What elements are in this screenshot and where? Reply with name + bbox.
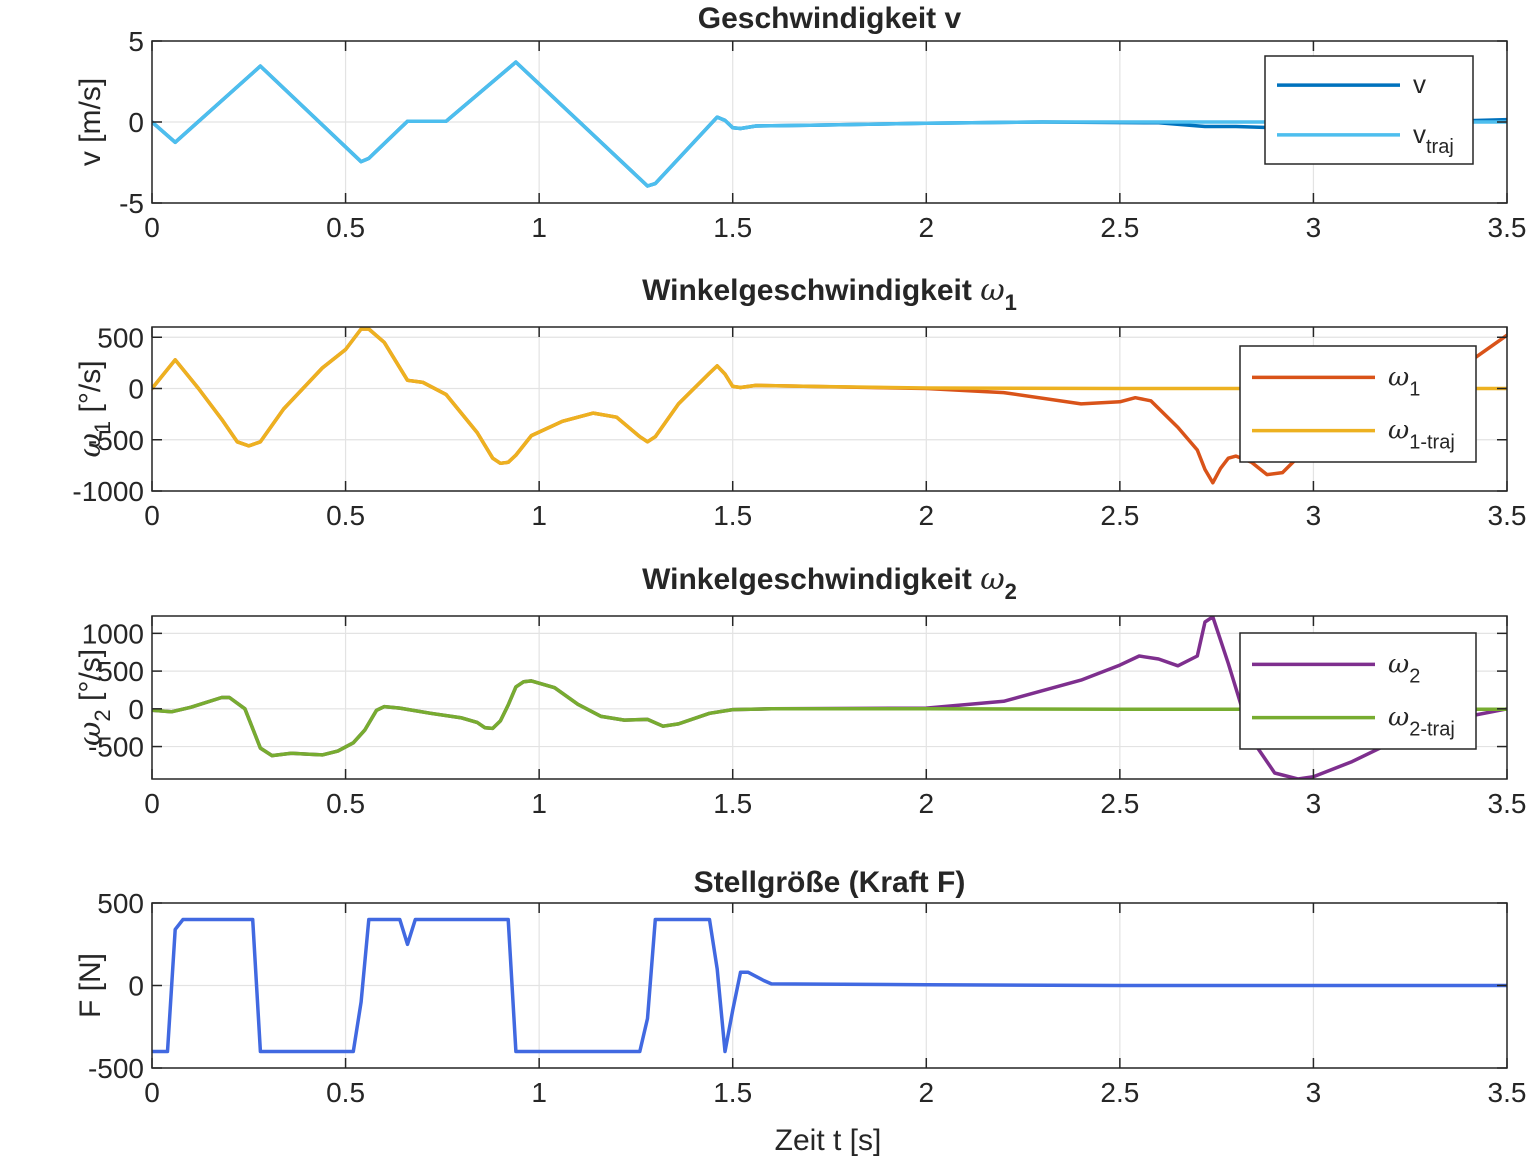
legend: ω1 ω1-traj <box>1239 345 1477 463</box>
y-tick-label: 500 <box>97 656 144 687</box>
legend-label: ω1 <box>1388 362 1420 400</box>
y-tick-label: 0 <box>128 374 144 405</box>
x-tick-label: 1.5 <box>713 500 752 531</box>
x-tick-label: 0.5 <box>326 1077 365 1108</box>
x-tick-label: 3.5 <box>1488 212 1527 243</box>
legend-label: ω1-traj <box>1388 416 1455 454</box>
x-tick-label: 2.5 <box>1100 1077 1139 1108</box>
x-tick-label: 2 <box>918 788 934 819</box>
y-tick-label: -1000 <box>72 476 144 507</box>
legend-label: v <box>1413 69 1426 99</box>
x-tick-label: 1.5 <box>713 212 752 243</box>
y-tick-label: 0 <box>128 694 144 725</box>
x-tick-label: 0.5 <box>326 212 365 243</box>
subplot-title: Winkelgeschwindigkeit ω2 <box>642 562 1017 604</box>
y-tick-label: -5 <box>119 188 144 219</box>
x-tick-label: 3 <box>1306 212 1322 243</box>
legend: v vtraj <box>1264 55 1474 165</box>
x-tick-label: 3 <box>1306 500 1322 531</box>
y-tick-label: 500 <box>97 888 144 919</box>
x-tick-label: 3.5 <box>1488 1077 1527 1108</box>
legend-box <box>1239 345 1477 463</box>
x-tick-label: 0 <box>144 1077 160 1108</box>
x-tick-label: 2.5 <box>1100 500 1139 531</box>
legend-box <box>1239 632 1477 750</box>
x-tick-label: 2.5 <box>1100 788 1139 819</box>
y-tick-label: 0 <box>128 107 144 138</box>
y-axis-label: ω2 [°/s] <box>73 649 115 746</box>
subplot-title: Winkelgeschwindigkeit ω1 <box>642 273 1017 315</box>
x-tick-label: 0 <box>144 788 160 819</box>
y-tick-label: 1000 <box>82 618 144 649</box>
x-axis-label: Zeit t [s] <box>775 1124 882 1157</box>
x-tick-label: 2 <box>918 500 934 531</box>
subplot-title: Geschwindigkeit v <box>698 2 962 35</box>
legend-box <box>1264 55 1474 165</box>
x-tick-label: 1.5 <box>713 1077 752 1108</box>
series-line-v_traj <box>152 60 1507 188</box>
x-tick-label: 1 <box>531 212 547 243</box>
legend: ω2 ω2-traj <box>1239 632 1477 750</box>
series-line-ω2-traj <box>152 679 1507 758</box>
x-tick-label: 3.5 <box>1488 788 1527 819</box>
subplot-2: 0 0.5 1 1.5 2 2.5 3 3.5 -1000 -500 0 500 Winkelgesch… <box>72 273 1526 531</box>
y-axis-label: ω1 [°/s] <box>73 360 115 457</box>
subplot-3: 0 0.5 1 1.5 2 2.5 3 3.5-50005001000Winkelgeschw… <box>73 562 1526 819</box>
series-line-ω1-traj <box>152 327 1507 466</box>
x-tick-label: 0 <box>144 500 160 531</box>
x-tick-label: 1 <box>531 788 547 819</box>
y-axis-label: F [N] <box>74 953 107 1018</box>
x-tick-label: 0.5 <box>326 788 365 819</box>
y-tick-label: -500 <box>88 425 144 456</box>
y-tick-label: 0 <box>128 971 144 1002</box>
axes-frame <box>151 326 1508 492</box>
legend-label: ω2 <box>1388 649 1420 687</box>
subplot-title: Stellgröße (Kraft F) <box>694 866 966 899</box>
x-tick-label: 2 <box>918 212 934 243</box>
axes-frame <box>151 615 1508 780</box>
x-tick-label: 3.5 <box>1488 500 1527 531</box>
y-tick-label: 5 <box>128 26 144 57</box>
y-tick-label: 500 <box>97 322 144 353</box>
y-tick-label: -500 <box>88 1053 144 1084</box>
series-line-F <box>152 917 1507 1054</box>
x-tick-label: 1 <box>531 500 547 531</box>
legend-label: vtraj <box>1413 119 1454 158</box>
legend-label: ω2-traj <box>1388 703 1455 741</box>
x-tick-label: 2 <box>918 1077 934 1108</box>
x-tick-label: 0 <box>144 212 160 243</box>
x-tick-label: 2.5 <box>1100 212 1139 243</box>
y-tick-label: -500 <box>88 732 144 763</box>
x-tick-label: 1 <box>531 1077 547 1108</box>
x-tick-label: 1.5 <box>713 788 752 819</box>
x-tick-label: 0.5 <box>326 500 365 531</box>
x-tick-label: 3 <box>1306 788 1322 819</box>
x-tick-label: 3 <box>1306 1077 1322 1108</box>
y-axis-label: v [m/s] <box>74 78 107 166</box>
